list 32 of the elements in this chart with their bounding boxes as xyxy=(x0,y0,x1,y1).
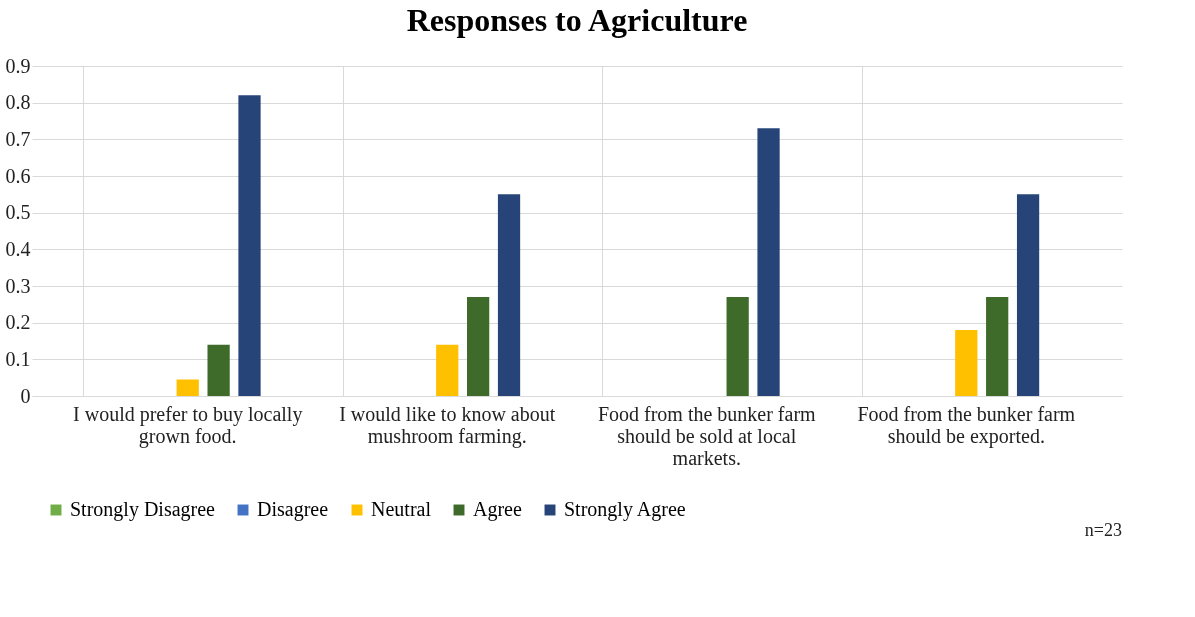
y-tick-label: 0.8 xyxy=(5,91,31,114)
text: n=23 xyxy=(1084,520,1122,540)
legend-label: Agree xyxy=(473,498,522,521)
x-tick-label: Food from the bunker farm should be exported. xyxy=(857,402,1076,448)
y-tick-label: 0.4 xyxy=(5,237,31,260)
y-tick-label: 0.5 xyxy=(5,201,31,224)
bar xyxy=(955,330,978,396)
y-tick-label: 0.1 xyxy=(5,347,31,370)
y-tick-label: 0.7 xyxy=(5,127,31,150)
bar xyxy=(497,194,521,396)
legend-label: Strongly Agree xyxy=(564,498,686,521)
y-tick-label: 0.6 xyxy=(5,164,31,187)
bar xyxy=(238,95,261,396)
bar xyxy=(176,379,199,396)
x-tick-label: I would like to know about mushroom farming. xyxy=(339,402,556,448)
x-tick-label: I would prefer to buy locally grown food. xyxy=(73,402,303,448)
y-tick-label: 0.9 xyxy=(5,54,31,77)
bar xyxy=(207,344,230,396)
bar xyxy=(467,297,490,396)
y-tick-label: 0.2 xyxy=(5,311,31,334)
bar xyxy=(726,297,749,396)
legend-label: Neutral xyxy=(371,498,432,520)
x-tick-label: Food from the bunker farm should be sold at local markets. xyxy=(597,402,817,469)
chart-title: Responses to Agriculture xyxy=(406,2,748,38)
legend-label: Strongly Disagree xyxy=(70,498,216,521)
bar xyxy=(757,128,780,396)
y-tick-label: 0 xyxy=(20,384,31,407)
legend-label: Disagree xyxy=(257,498,329,521)
bar xyxy=(1016,194,1040,396)
bar xyxy=(436,344,459,396)
y-tick-label: 0.3 xyxy=(5,274,31,297)
bar xyxy=(986,297,1009,396)
